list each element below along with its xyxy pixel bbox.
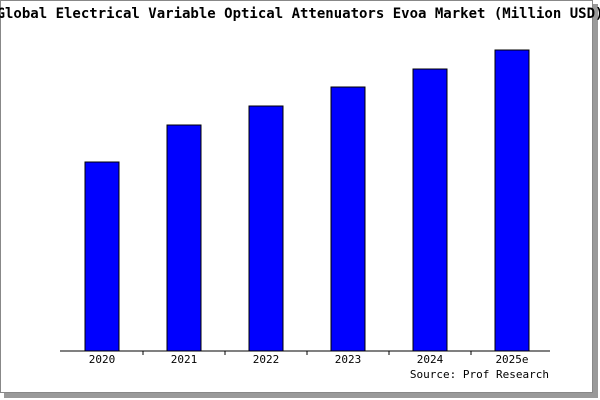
bar xyxy=(412,68,448,352)
x-tick-label: 2020 xyxy=(89,353,116,366)
bar xyxy=(84,161,120,352)
source-note: Source: Prof Research xyxy=(410,368,549,381)
x-tick-label: 2021 xyxy=(171,353,198,366)
chart-title: Global Electrical Variable Optical Atten… xyxy=(0,6,600,22)
bar xyxy=(494,49,530,352)
x-tick-label: 2022 xyxy=(253,353,280,366)
x-tick-label: 2024 xyxy=(417,353,444,366)
bar xyxy=(248,105,284,352)
x-tick-label: 2023 xyxy=(335,353,362,366)
bar xyxy=(330,86,366,352)
bar xyxy=(166,124,202,352)
x-tick-label: 2025e xyxy=(495,353,528,366)
